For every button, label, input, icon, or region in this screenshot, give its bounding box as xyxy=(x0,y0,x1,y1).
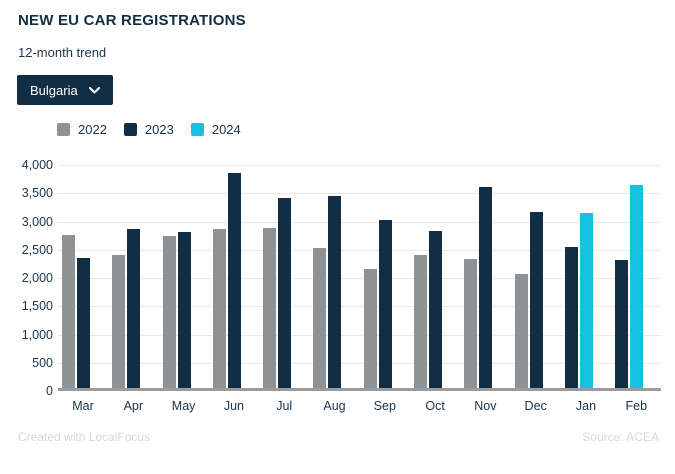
bar-2024-feb xyxy=(630,184,644,388)
legend-item-2024: 2024 xyxy=(190,122,241,137)
gridline-3000 xyxy=(58,221,661,223)
x-axis-label-jun: Jun xyxy=(223,399,244,413)
y-axis-label-0: 0 xyxy=(46,384,53,398)
bar-2022-dec xyxy=(514,274,528,388)
bar-2022-jun xyxy=(212,229,226,388)
x-axis-label-feb: Feb xyxy=(625,399,648,413)
legend-swatch-2023 xyxy=(123,123,137,136)
bar-group-feb: Feb xyxy=(615,165,665,413)
bar-2023-aug xyxy=(328,195,342,388)
bar-group-may: May xyxy=(162,165,213,413)
legend-item-2023: 2023 xyxy=(123,122,174,137)
x-axis-label-nov: Nov xyxy=(474,399,497,413)
country-dropdown[interactable]: Bulgaria xyxy=(17,75,113,105)
bar-2022-apr xyxy=(112,255,126,388)
gridline-1000 xyxy=(58,334,661,336)
bar-2023-mar xyxy=(77,258,90,388)
bar-2023-jan xyxy=(564,247,578,388)
bar-2023-apr xyxy=(127,228,141,388)
x-axis-label-mar: Mar xyxy=(72,399,94,413)
x-axis-label-apr: Apr xyxy=(123,399,144,413)
legend-item-2022: 2022 xyxy=(57,122,107,137)
y-axis-label-1500: 1,500 xyxy=(21,299,53,314)
x-axis-label-dec: Dec xyxy=(524,399,547,413)
gridline-3500 xyxy=(58,193,661,195)
gridline-500 xyxy=(58,362,661,364)
legend-swatch-2022 xyxy=(57,123,70,136)
legend-label-2022: 2022 xyxy=(78,122,107,137)
bar-2022-oct xyxy=(414,254,428,388)
bar-2022-mar xyxy=(62,235,75,388)
bar-2022-may xyxy=(162,236,176,388)
x-axis-label-oct: Oct xyxy=(425,399,445,413)
bar-2023-feb xyxy=(615,259,629,388)
y-axis-label-2000: 2,000 xyxy=(21,271,53,285)
bar-2023-nov xyxy=(479,186,493,388)
legend-label-2023: 2023 xyxy=(144,122,174,137)
bar-group-sep: Sep xyxy=(363,165,414,413)
bar-group-oct: Oct xyxy=(414,165,464,413)
bar-group-jun: Jun xyxy=(212,165,263,413)
y-axis-label-3500: 3,500 xyxy=(21,186,53,201)
legend-swatch-2024 xyxy=(190,123,204,136)
y-axis-label-3000: 3,000 xyxy=(21,214,53,229)
gridline-1500 xyxy=(58,306,661,308)
credit-text: Created with LocalFocus xyxy=(18,430,151,444)
bar-2022-aug xyxy=(313,248,327,388)
x-axis-label-sep: Sep xyxy=(373,399,396,413)
bar-2023-may xyxy=(177,232,191,388)
gridline-2500 xyxy=(58,249,661,251)
legend-label-2024: 2024 xyxy=(211,122,241,137)
page-title: NEW EU CAR REGISTRATIONS xyxy=(18,12,246,29)
bar-2024-jan xyxy=(579,212,593,388)
bar-group-dec: Dec xyxy=(514,165,565,413)
bar-2023-sep xyxy=(378,220,392,388)
bar-2023-oct xyxy=(429,230,443,388)
bar-group-mar: Mar xyxy=(62,165,112,413)
gridline-4000 xyxy=(58,165,661,166)
y-axis-label-500: 500 xyxy=(32,355,53,370)
x-axis-label-may: May xyxy=(171,399,196,413)
bar-group-jul: Jul xyxy=(263,165,313,413)
bar-2023-jul xyxy=(278,197,292,388)
source-text: Source: ACEA xyxy=(582,430,659,444)
bar-2022-jul xyxy=(263,228,277,388)
country-dropdown-value: Bulgaria xyxy=(30,82,78,98)
y-axis-label-4000: 4,000 xyxy=(21,158,53,172)
bar-2022-sep xyxy=(363,269,377,388)
plot-area: Mar Apr May Jun Jul Aug Sep Oct Nov Dec Jan Feb xyxy=(58,165,661,413)
y-axis-label-2500: 2,500 xyxy=(21,242,53,257)
bar-2022-nov xyxy=(464,258,478,388)
y-axis-label-1000: 1,000 xyxy=(21,327,53,342)
x-axis-label-jul: Jul xyxy=(276,399,293,413)
chevron-down-icon xyxy=(88,86,100,94)
bar-group-apr: Apr xyxy=(112,165,162,413)
bar-2023-dec xyxy=(529,212,543,388)
chart-subtitle: 12-month trend xyxy=(18,45,107,60)
x-axis-label-jan: Jan xyxy=(575,399,597,413)
bar-group-jan: Jan xyxy=(564,165,615,413)
x-axis-label-aug: Aug xyxy=(323,399,346,413)
bar-2023-jun xyxy=(227,173,241,388)
bar-group-aug: Aug xyxy=(313,165,363,413)
bar-group-nov: Nov xyxy=(464,165,514,413)
legend: 2022 2023 2024 xyxy=(57,122,241,137)
gridline-2000 xyxy=(58,278,661,279)
